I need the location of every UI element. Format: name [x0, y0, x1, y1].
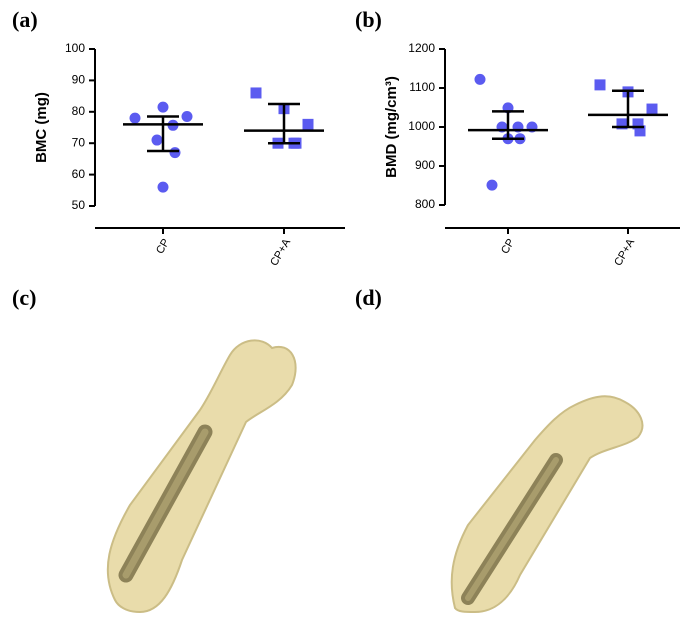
panel-label: (b): [355, 7, 382, 32]
y-tick-label: 1000: [408, 119, 435, 133]
panel-label: (d): [355, 285, 382, 310]
y-tick-label: 60: [72, 167, 86, 181]
y-axis-label: BMC (mg): [33, 92, 50, 163]
data-point: [158, 102, 169, 113]
data-point: [475, 74, 486, 85]
panel-label: (a): [12, 7, 38, 32]
y-tick-label: 90: [72, 73, 86, 87]
data-point: [487, 180, 498, 191]
x-tick-label: CP: [154, 237, 172, 256]
data-point: [158, 182, 169, 193]
y-tick-label: 50: [72, 198, 86, 212]
data-point: [182, 111, 193, 122]
y-tick-label: 80: [72, 104, 86, 118]
y-tick-label: 1200: [408, 41, 435, 55]
y-tick-label: 100: [65, 41, 85, 55]
y-tick-label: 900: [415, 158, 435, 172]
y-axis-label: BMD (mg/cm³): [383, 76, 400, 178]
bone-image: [452, 396, 643, 612]
x-tick-label: CP+A: [268, 236, 293, 268]
data-point: [170, 147, 181, 158]
data-point: [152, 135, 163, 146]
data-point: [130, 113, 141, 124]
y-tick-label: 1100: [409, 80, 435, 94]
data-point: [251, 87, 262, 98]
x-tick-label: CP: [499, 237, 517, 256]
y-tick-label: 70: [72, 135, 86, 149]
y-tick-label: 800: [415, 197, 435, 211]
data-point: [303, 119, 314, 130]
bone-image: [108, 340, 296, 612]
data-point: [595, 79, 606, 90]
panel-label: (c): [12, 285, 36, 310]
x-tick-label: CP+A: [612, 236, 637, 268]
data-point: [647, 104, 658, 115]
figure: (a) (b) (c) (d) 50 60 70 80 90 100 BMC (mg) CP C…: [0, 0, 683, 625]
